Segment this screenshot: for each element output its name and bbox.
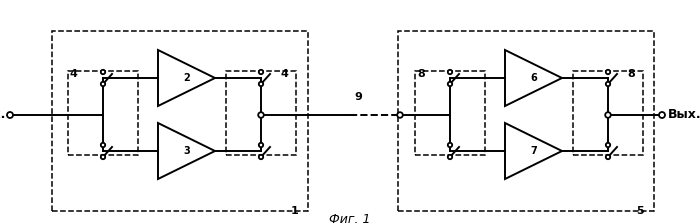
Circle shape	[606, 70, 610, 74]
Circle shape	[101, 70, 105, 74]
Text: 9: 9	[354, 92, 362, 102]
Text: 2: 2	[183, 73, 190, 83]
Text: 1: 1	[290, 206, 298, 216]
Circle shape	[101, 82, 105, 86]
Circle shape	[606, 112, 611, 118]
Text: 8: 8	[627, 69, 635, 79]
Circle shape	[259, 82, 263, 86]
Bar	[415, 71, 485, 155]
Circle shape	[448, 155, 452, 159]
Text: 6: 6	[530, 73, 537, 83]
Circle shape	[606, 143, 610, 147]
Bar	[52, 31, 308, 211]
Text: Вх.: Вх.	[0, 109, 6, 122]
Text: 5: 5	[636, 206, 644, 216]
Circle shape	[448, 143, 452, 147]
Text: 7: 7	[530, 146, 537, 156]
Text: Вых.: Вых.	[668, 109, 700, 122]
Circle shape	[397, 112, 402, 118]
Bar	[573, 71, 643, 155]
Text: Фиг. 1: Фиг. 1	[329, 213, 371, 223]
Circle shape	[7, 112, 13, 118]
Circle shape	[448, 82, 452, 86]
Text: 4: 4	[280, 69, 288, 79]
Bar	[68, 71, 138, 155]
Circle shape	[259, 155, 263, 159]
Circle shape	[101, 143, 105, 147]
Circle shape	[259, 143, 263, 147]
Circle shape	[258, 112, 264, 118]
Text: 8: 8	[417, 69, 425, 79]
Text: 4: 4	[70, 69, 78, 79]
Circle shape	[606, 82, 610, 86]
Circle shape	[101, 155, 105, 159]
Bar	[398, 31, 654, 211]
Circle shape	[448, 70, 452, 74]
Circle shape	[659, 112, 665, 118]
Text: 3: 3	[183, 146, 190, 156]
Circle shape	[606, 155, 610, 159]
Bar	[226, 71, 296, 155]
Circle shape	[259, 70, 263, 74]
